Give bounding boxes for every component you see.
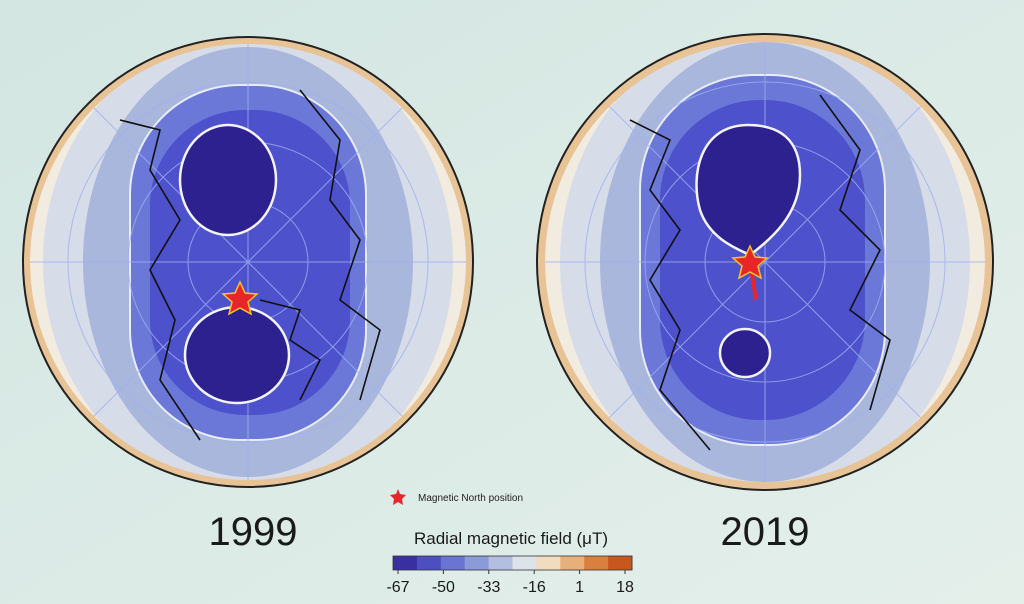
colorbar-segment [536,556,561,570]
globe-2019 [536,33,994,491]
colorbar-tick-label: -33 [477,579,500,596]
colorbar-segment [464,556,490,570]
year-label: 1999 [209,510,298,554]
colorbar-tick-label: 1 [575,579,584,596]
colorbar-tick-label: -67 [386,579,409,596]
colorbar-segment [393,556,418,570]
year-label: 2019 [721,510,810,554]
colorbar-segment [488,556,513,570]
colorbar-frame [392,555,633,571]
colorbar-tick-label: -50 [432,579,455,596]
legend-star [390,489,406,505]
colorbar-title: Radial magnetic field (μT) [414,529,608,548]
colorbar-segment [416,556,442,570]
colorbar-tick-label: 18 [616,579,634,596]
colorbar: -67 -50 -33 -16 1 18 [386,555,634,596]
colorbar-tick-label: -16 [523,579,546,596]
legend-label: Magnetic North position [418,493,523,504]
colorbar-segment [608,556,633,570]
colorbar-segment [560,556,585,570]
colorbar-segment [512,556,537,570]
colorbar-segment [584,556,609,570]
globe-1999 [22,36,474,488]
colorbar-segment [440,556,466,570]
